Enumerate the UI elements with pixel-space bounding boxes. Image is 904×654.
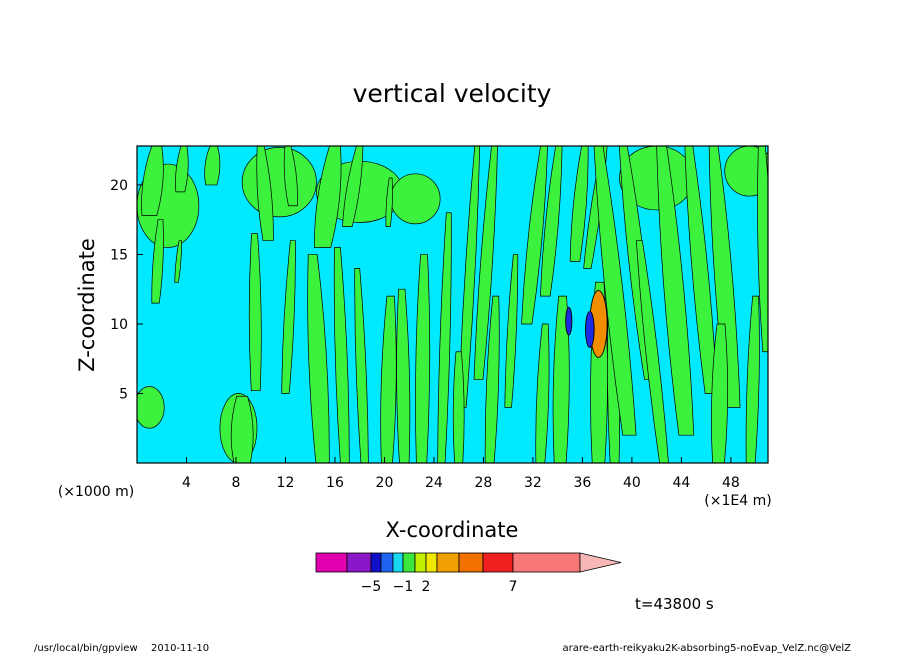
updraft-streak (552, 295, 570, 463)
updraft-streak (711, 323, 729, 463)
y-axis-ticks: 5 10 15 20 (110, 178, 143, 402)
updraft-region (390, 173, 441, 225)
y-tick-label: 20 (110, 178, 128, 194)
updraft-streak (635, 240, 669, 463)
updraft-streak (521, 146, 548, 325)
updraft-streak (333, 247, 350, 463)
x-unit-right: (×1E4 m) (704, 493, 771, 509)
x-axis-ticks: 4 8 12 16 20 24 28 32 36 40 44 48 (182, 457, 740, 491)
updraft-streak (757, 146, 768, 353)
plot-area (136, 145, 769, 464)
updraft-region (137, 386, 165, 429)
updraft-streak (342, 146, 364, 227)
updraft-streak (458, 146, 481, 408)
updraft-region (241, 147, 317, 218)
time-label: t=43800 s (635, 595, 714, 613)
updraft-streak (504, 254, 519, 408)
updraft-streak (141, 146, 164, 216)
x-axis-label: X-coordinate (386, 518, 519, 542)
footer-program: /usr/local/bin/gpview (34, 643, 138, 654)
x-tick-label: 36 (573, 475, 591, 491)
y-tick-label: 5 (119, 386, 128, 402)
updraft-streak (256, 146, 274, 241)
colorbar-tick-label: −1 (393, 579, 414, 595)
updraft-streak (204, 146, 221, 186)
x-tick-label: 8 (232, 475, 241, 491)
colorbar-box (402, 552, 416, 573)
colorbar-box (414, 552, 427, 573)
updraft-streak (248, 233, 262, 392)
updraft-streak (385, 177, 393, 227)
x-tick-label: 40 (623, 475, 641, 491)
updraft-streak (473, 146, 498, 380)
colorbar-box (512, 552, 581, 573)
updraft-streak (452, 351, 465, 463)
updraft-streak (656, 146, 695, 436)
updraft-streak (535, 323, 550, 463)
colorbar-box (346, 552, 372, 573)
updraft-streak (151, 219, 164, 304)
colorbar-box (315, 552, 348, 573)
updraft-streak (437, 212, 452, 463)
colorbar-tick-label: 7 (509, 579, 518, 595)
updraft-streak (540, 146, 563, 297)
x-tick-label: 20 (376, 475, 394, 491)
updraft-streak (380, 295, 397, 463)
updraft-streak (230, 395, 254, 463)
x-tick-label: 32 (524, 475, 542, 491)
x-tick-label: 24 (425, 475, 443, 491)
updraft-streak (684, 146, 718, 394)
y-tick-label: 15 (110, 247, 128, 263)
strong-downdraft-core (585, 311, 595, 349)
y-axis-label: Z-coordinate (75, 238, 99, 372)
colorbar-box (425, 552, 438, 573)
colorbar-box (370, 552, 382, 573)
updraft-streak (314, 146, 342, 248)
x-tick-label: 12 (277, 475, 295, 491)
x-tick-label: 48 (722, 475, 740, 491)
updraft-streak (708, 146, 741, 408)
colorbar-tick-label: 2 (422, 579, 431, 595)
colorbar-arrow (579, 552, 622, 573)
updraft-streak (415, 254, 431, 463)
updraft-streak (593, 146, 637, 436)
updraft-streak (307, 254, 330, 463)
colorbar-box (380, 552, 394, 573)
x-tick-label: 16 (326, 475, 344, 491)
y-tick-label: 10 (110, 317, 128, 333)
strong-downdraft-core (565, 306, 573, 336)
chart-title: vertical velocity (353, 79, 552, 108)
x-unit-left: (×1000 m) (58, 484, 134, 500)
updraft-streak (281, 240, 296, 394)
colorbar-box (482, 552, 514, 573)
updraft-streak (354, 268, 369, 463)
updraft-streak (745, 295, 760, 463)
updraft-streak (569, 146, 589, 262)
updraft-region (724, 146, 768, 197)
x-tick-label: 28 (475, 475, 493, 491)
updraft-streak (396, 288, 411, 463)
x-tick-label: 44 (672, 475, 690, 491)
colorbar-box (458, 552, 484, 573)
updraft-streak (484, 295, 500, 463)
updraft-streak (283, 146, 298, 207)
colorbar-box (392, 552, 404, 573)
colorbar: −5 −1 2 7 (315, 552, 622, 595)
footer-source: arare-earth-reikyaku2K-absorbing5-noEvap… (563, 643, 852, 654)
colorbar-box (436, 552, 460, 573)
x-tick-label: 4 (182, 475, 191, 491)
updraft-streak (174, 240, 182, 283)
updraft-streak (175, 146, 189, 193)
footer-date: 2010-11-10 (151, 643, 209, 654)
plot-frame (136, 145, 769, 464)
colorbar-tick-label: −5 (361, 579, 382, 595)
